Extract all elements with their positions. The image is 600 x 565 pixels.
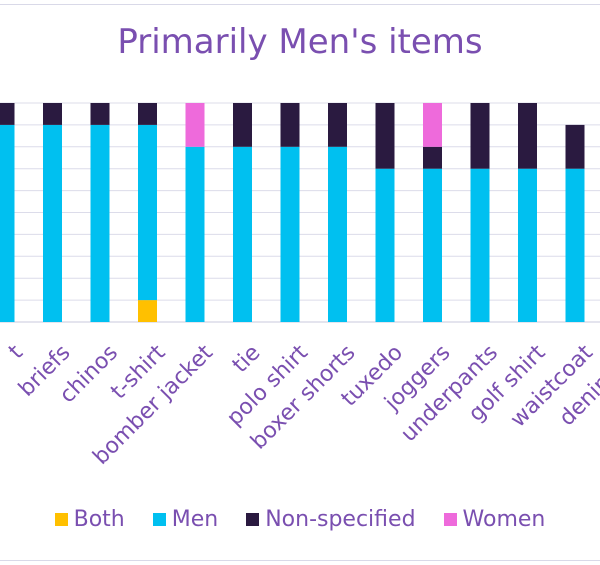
bar-segment-non-specified-waistcoat <box>565 124 585 169</box>
bar-segment-non-specified-boxer-shorts <box>328 103 347 147</box>
bar-segment-non-specified-joggers <box>423 146 442 169</box>
bar-segment-men-joggers <box>423 168 442 322</box>
bar-segment-men-shirt <box>0 124 15 323</box>
bar-segment-non-specified-golf-shirt <box>518 103 537 169</box>
chart-frame <box>0 4 600 561</box>
bar-segment-non-specified-t-shirt <box>138 103 157 125</box>
bar-segment-men-tie <box>233 146 252 322</box>
bar-segment-men-chinos <box>90 124 110 323</box>
bar-segment-men-bomber-jacket <box>185 146 205 322</box>
legend: Both Men Non-specified Women <box>0 507 600 532</box>
bar-segment-women-joggers <box>423 103 442 147</box>
bar-segment-men-briefs <box>43 124 62 323</box>
legend-swatch <box>443 513 457 526</box>
bar-segment-non-specified-tie <box>233 103 252 147</box>
legend-label: Both <box>73 507 125 532</box>
bar-segment-non-specified-chinos <box>90 103 110 125</box>
legend-swatch <box>246 513 260 526</box>
legend-item-women: Women <box>443 507 546 532</box>
bar-segment-women-bomber-jacket <box>185 103 205 147</box>
bar-segment-men-waistcoat <box>565 168 585 322</box>
bar-segment-men-underpants <box>470 168 490 322</box>
legend-item-men: Men <box>152 507 219 532</box>
legend-item-both: Both <box>54 507 125 532</box>
bar-segment-men-polo-shirt <box>280 146 300 322</box>
bar-segment-non-specified-polo-shirt <box>280 103 300 147</box>
legend-swatch <box>152 513 166 526</box>
bar-segment-non-specified-tuxedo <box>375 103 395 169</box>
x-tick-label: t <box>4 340 28 364</box>
bar-segment-men-boxer-shorts <box>328 146 347 322</box>
x-tick-label: tie <box>228 340 266 378</box>
legend-label: Men <box>171 507 219 532</box>
chart-title: Primarily Men's items <box>117 22 483 62</box>
bar-segment-men-tuxedo <box>375 168 395 322</box>
legend-label: Non-specified <box>265 507 416 532</box>
bar-segment-men-golf-shirt <box>518 168 537 322</box>
bar-segment-non-specified-briefs <box>43 103 62 125</box>
bar-segment-both-t-shirt <box>138 300 157 322</box>
legend-item-non-specified: Non-specified <box>246 507 416 532</box>
bar-segment-non-specified-shirt <box>0 103 15 125</box>
bar-segment-men-t-shirt <box>138 124 157 301</box>
bar-segment-non-specified-underpants <box>470 103 490 169</box>
legend-swatch <box>54 513 68 526</box>
legend-label: Women <box>462 507 546 532</box>
